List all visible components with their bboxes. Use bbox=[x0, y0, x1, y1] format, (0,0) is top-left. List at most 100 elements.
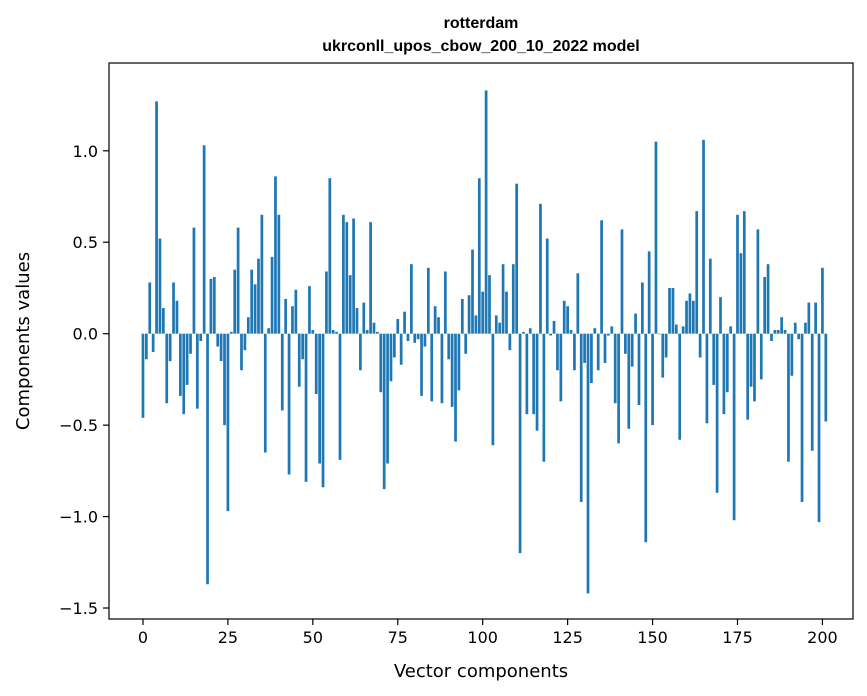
bar-187 bbox=[776, 330, 780, 334]
bar-26 bbox=[229, 331, 233, 334]
y-tick-label: −0.5 bbox=[59, 416, 98, 435]
bar-75 bbox=[396, 319, 400, 334]
bar-152 bbox=[657, 333, 661, 335]
bar-57 bbox=[335, 331, 338, 334]
bar-74 bbox=[393, 333, 396, 358]
bar-58 bbox=[338, 333, 342, 460]
bar-49 bbox=[308, 286, 311, 334]
bar-181 bbox=[756, 229, 760, 334]
bar-21 bbox=[212, 276, 216, 334]
bar-177 bbox=[742, 211, 746, 334]
bar-195 bbox=[804, 322, 807, 334]
bar-5 bbox=[158, 238, 162, 334]
bar-161 bbox=[688, 293, 692, 334]
bar-79 bbox=[409, 264, 413, 334]
bar-64 bbox=[359, 333, 362, 371]
bar-24 bbox=[223, 333, 226, 426]
bar-173 bbox=[729, 326, 733, 334]
bar-146 bbox=[637, 333, 641, 406]
bar-15 bbox=[192, 227, 196, 334]
bar-52 bbox=[318, 333, 321, 464]
bar-169 bbox=[715, 333, 719, 493]
bar-184 bbox=[766, 264, 770, 334]
bar-73 bbox=[389, 333, 393, 382]
bar-179 bbox=[749, 333, 753, 387]
bar-127 bbox=[573, 333, 576, 371]
bar-171 bbox=[722, 333, 726, 415]
bar-182 bbox=[759, 333, 763, 380]
bar-110 bbox=[515, 183, 519, 334]
bar-34 bbox=[257, 258, 260, 334]
bar-118 bbox=[542, 333, 546, 462]
bar-16 bbox=[195, 333, 199, 409]
bar-33 bbox=[253, 284, 257, 334]
bar-3 bbox=[151, 333, 155, 352]
bar-124 bbox=[562, 300, 566, 334]
bar-196 bbox=[807, 302, 811, 334]
bar-121 bbox=[552, 320, 556, 334]
bar-194 bbox=[800, 333, 804, 502]
bar-53 bbox=[321, 333, 325, 488]
bar-69 bbox=[376, 331, 379, 334]
bar-72 bbox=[386, 333, 389, 464]
bar-167 bbox=[708, 258, 712, 334]
bar-93 bbox=[457, 333, 461, 391]
bar-175 bbox=[736, 214, 739, 334]
x-tick-label: 50 bbox=[303, 628, 323, 647]
bar-12 bbox=[182, 333, 186, 415]
bar-156 bbox=[671, 287, 675, 334]
bar-105 bbox=[498, 322, 502, 334]
bar-78 bbox=[406, 333, 410, 341]
bar-91 bbox=[450, 333, 454, 407]
bar-4 bbox=[155, 101, 158, 334]
bar-14 bbox=[189, 333, 192, 354]
bar-85 bbox=[430, 333, 434, 402]
bar-113 bbox=[525, 333, 529, 415]
bar-13 bbox=[185, 333, 189, 385]
bar-7 bbox=[165, 333, 169, 404]
bar-46 bbox=[297, 333, 301, 387]
bar-8 bbox=[168, 333, 172, 362]
bar-162 bbox=[691, 300, 695, 334]
bar-150 bbox=[651, 333, 654, 426]
x-tick-label: 125 bbox=[552, 628, 583, 647]
bar-97 bbox=[471, 249, 474, 334]
bar-160 bbox=[685, 300, 688, 334]
bar-144 bbox=[630, 333, 634, 367]
bar-114 bbox=[528, 328, 532, 334]
bar-60 bbox=[345, 222, 349, 334]
bar-143 bbox=[627, 333, 631, 429]
y-tick-label: 1.0 bbox=[73, 142, 98, 161]
bar-198 bbox=[814, 302, 817, 334]
bar-166 bbox=[705, 333, 709, 424]
bar-43 bbox=[287, 333, 291, 475]
bar-18 bbox=[202, 145, 206, 334]
chart-title: rotterdam bbox=[444, 15, 519, 32]
bar-135 bbox=[600, 220, 603, 334]
bar-123 bbox=[559, 333, 563, 402]
bar-138 bbox=[610, 326, 614, 334]
bar-76 bbox=[399, 333, 403, 365]
bar-27 bbox=[233, 269, 237, 334]
bar-151 bbox=[654, 141, 658, 334]
bar-157 bbox=[674, 324, 678, 334]
bar-154 bbox=[664, 333, 668, 358]
bar-189 bbox=[783, 330, 787, 334]
x-tick-label: 25 bbox=[218, 628, 238, 647]
bar-102 bbox=[488, 275, 491, 334]
bar-141 bbox=[620, 229, 624, 334]
bar-190 bbox=[787, 333, 790, 462]
bar-132 bbox=[590, 333, 593, 384]
bar-155 bbox=[668, 287, 671, 334]
bar-84 bbox=[426, 267, 430, 334]
bar-111 bbox=[518, 333, 522, 554]
bar-90 bbox=[447, 333, 451, 360]
bar-107 bbox=[505, 291, 508, 334]
bar-59 bbox=[342, 214, 345, 334]
bar-186 bbox=[773, 330, 777, 334]
bar-200 bbox=[821, 267, 824, 334]
bars-group bbox=[141, 90, 828, 594]
bar-98 bbox=[474, 315, 478, 334]
bar-29 bbox=[240, 333, 243, 371]
bar-134 bbox=[596, 333, 600, 371]
